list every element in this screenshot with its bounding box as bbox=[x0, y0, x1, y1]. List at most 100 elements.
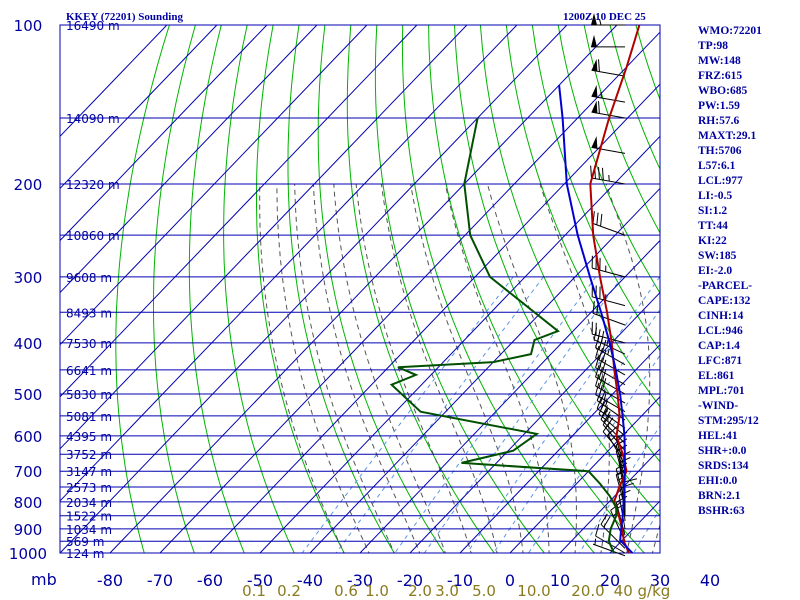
wind-barb-flag bbox=[595, 374, 600, 387]
wind-barb bbox=[591, 136, 626, 154]
chart-subtitle: 1200Z 10 DEC 25 bbox=[563, 11, 646, 23]
height-label: 569 m bbox=[66, 535, 104, 549]
index-item: CAP:1.4 bbox=[698, 340, 740, 352]
mixing-ratio-label: 20.0 bbox=[571, 582, 604, 600]
pressure-tick-label: 600 bbox=[14, 428, 43, 446]
grid bbox=[59, 24, 661, 554]
plot-frame bbox=[59, 24, 661, 554]
wind-barb-staff bbox=[596, 408, 626, 429]
wind-barb-pennant bbox=[591, 34, 597, 47]
pressure-tick-label: 300 bbox=[14, 269, 43, 287]
moist-adiabat-line bbox=[355, 183, 472, 553]
wind-barb-flag bbox=[602, 369, 607, 382]
wind-barb-staff bbox=[600, 418, 626, 444]
index-item: SHR+:0.0 bbox=[698, 445, 747, 457]
isotherm-line bbox=[209, 83, 660, 553]
mixing-ratio-line bbox=[335, 276, 544, 553]
temperature-tick-label: -10 bbox=[447, 571, 473, 590]
index-item: PW:1.59 bbox=[698, 100, 740, 112]
temperature-tick-label: -20 bbox=[397, 571, 423, 590]
mixing-ratio-label: 2.0 bbox=[408, 582, 432, 600]
index-item: SI:1.2 bbox=[698, 205, 728, 217]
wind-barb bbox=[595, 345, 626, 376]
dry-adiabat-line bbox=[505, 25, 660, 408]
wind-barb-flag bbox=[602, 349, 607, 363]
isotherm-line bbox=[60, 25, 418, 398]
wind-barb-flag bbox=[598, 357, 603, 370]
wind-barb bbox=[596, 396, 626, 429]
isotherm-line bbox=[459, 343, 660, 553]
height-label: 3752 m bbox=[66, 448, 112, 462]
temperature-tick-label: -40 bbox=[297, 571, 323, 590]
wind-barb-pennant bbox=[591, 100, 598, 114]
pressure-tick-label: 700 bbox=[14, 463, 43, 481]
wind-barb-flag bbox=[598, 167, 600, 180]
dewpoint-line bbox=[389, 117, 618, 553]
moist-adiabat-line bbox=[313, 183, 421, 553]
isotherm-line bbox=[60, 25, 318, 294]
isotherm-line bbox=[60, 25, 368, 346]
wind-barb-pennant bbox=[591, 84, 598, 98]
wind-barb-half-flag bbox=[610, 435, 616, 441]
wind-barb-staff bbox=[600, 523, 626, 549]
moist-adiabat-line bbox=[380, 183, 498, 553]
height-label: 1034 m bbox=[66, 523, 112, 537]
temperature-tick-label: -80 bbox=[97, 571, 123, 590]
index-item: WMO:72201 bbox=[698, 25, 762, 37]
temperature-tick-label: -70 bbox=[147, 571, 173, 590]
moist-adiabat-line bbox=[539, 183, 610, 553]
index-item: CAPE:132 bbox=[698, 295, 751, 307]
mixing-ratio-label: 3.0 bbox=[435, 582, 459, 600]
mixing-ratio-line bbox=[633, 508, 660, 553]
index-item: -PARCEL- bbox=[698, 280, 753, 292]
temperature-line bbox=[589, 25, 641, 553]
pressure-unit-label: mb bbox=[31, 570, 57, 589]
wind-barb-flag bbox=[595, 345, 600, 359]
wind-barb-flag bbox=[595, 365, 600, 378]
wind-barb-flag bbox=[596, 396, 603, 409]
wind-barb-staff bbox=[595, 347, 626, 366]
wind-barb-flag bbox=[603, 516, 611, 528]
wind-barb-flag bbox=[602, 359, 607, 372]
wind-barb-staff bbox=[595, 357, 626, 376]
wind-barb-flag bbox=[596, 212, 599, 225]
temperature-tick-label: 40 bbox=[700, 571, 720, 590]
isotherm-line bbox=[559, 448, 660, 553]
isotherm-line bbox=[60, 25, 518, 502]
index-item: RH:57.6 bbox=[698, 115, 740, 127]
index-item: MAXT:29.1 bbox=[698, 130, 757, 142]
wind-barb-flag bbox=[600, 213, 603, 227]
dry-adiabat-line bbox=[374, 25, 545, 553]
wind-barb-staff bbox=[595, 367, 626, 386]
wind-barb-flag bbox=[598, 376, 603, 389]
height-label: 16490 m bbox=[66, 19, 120, 33]
wind-barb-staff bbox=[595, 394, 626, 413]
index-item: LFC:871 bbox=[698, 355, 743, 367]
wind-barb bbox=[595, 355, 626, 386]
pressure-tick-label: 800 bbox=[14, 494, 43, 512]
sounding-series bbox=[389, 25, 641, 553]
wind-barb-pennant bbox=[591, 136, 598, 149]
height-label: 1522 m bbox=[66, 510, 112, 524]
height-label: 5081 m bbox=[66, 410, 112, 424]
dry-adiabat-line bbox=[454, 25, 660, 517]
mixing-ratio-label: 0.2 bbox=[277, 582, 301, 600]
index-item: BRN:2.1 bbox=[698, 490, 741, 502]
dry-adiabat-line bbox=[531, 25, 660, 352]
height-label: 14090 m bbox=[66, 112, 120, 126]
mixing-ratio-line bbox=[423, 276, 623, 553]
wind-barb-half-flag bbox=[599, 18, 602, 26]
wind-barb-flag bbox=[601, 167, 604, 181]
height-label: 10860 m bbox=[66, 229, 120, 243]
moist-adiabat-line bbox=[276, 183, 370, 553]
wind-barb-staff bbox=[598, 413, 626, 437]
dry-adiabat-line bbox=[317, 25, 445, 553]
wind-barb-half-flag bbox=[607, 348, 610, 355]
wind-barb-staff bbox=[592, 543, 626, 557]
parcel-line bbox=[558, 85, 634, 553]
wind-barb-flag bbox=[598, 367, 603, 380]
wind-barb-pennant bbox=[591, 13, 597, 25]
index-item: EI:-2.0 bbox=[698, 265, 733, 277]
mixing-ratio-label: 5.0 bbox=[472, 582, 496, 600]
wind-barb bbox=[591, 100, 626, 119]
